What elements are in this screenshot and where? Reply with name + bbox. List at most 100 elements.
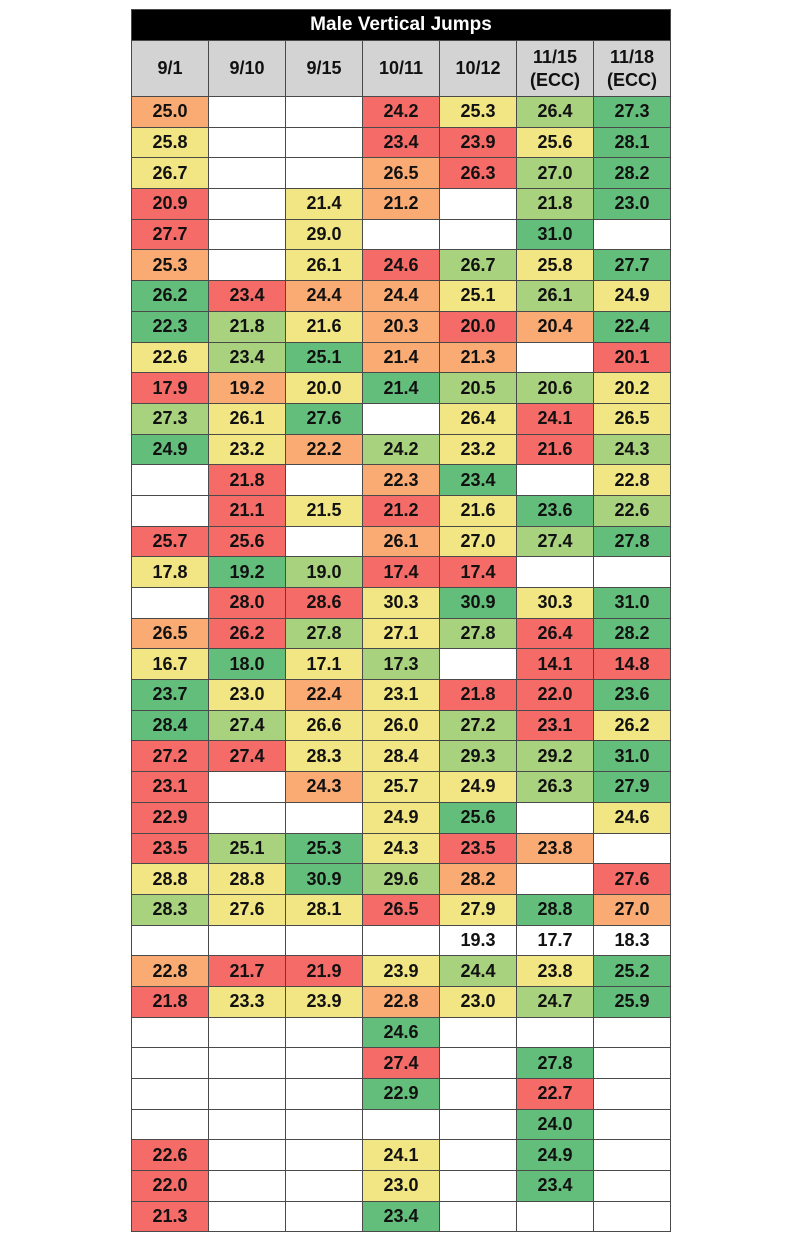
heatmap-cell: 23.9 xyxy=(285,985,363,1018)
heatmap-cell: 23.0 xyxy=(593,188,671,220)
heatmap-cell: 26.1 xyxy=(208,402,286,435)
heatmap-cell: 24.9 xyxy=(131,433,209,466)
heatmap-cell xyxy=(516,1200,594,1233)
heatmap-cell: 21.2 xyxy=(362,188,440,220)
heatmap-cell: 24.4 xyxy=(285,280,363,312)
heatmap-cell: 27.8 xyxy=(516,1047,594,1079)
heatmap-cell: 22.8 xyxy=(131,955,209,987)
table-row: 27.3 26.1 27.6 26.4 24.1 26.5 xyxy=(131,402,671,435)
table-row: 22.9 22.7 xyxy=(131,1078,671,1110)
heatmap-cell: 26.4 xyxy=(439,402,517,435)
heatmap-cell: 30.9 xyxy=(285,863,363,895)
heatmap-cell: 23.0 xyxy=(208,679,286,711)
table-row: 23.7 23.0 22.4 23.1 21.8 22.0 23.6 xyxy=(131,679,671,711)
column-header: 9/1 xyxy=(131,40,209,97)
table-row: 24.0 xyxy=(131,1108,671,1141)
heatmap-cell: 22.9 xyxy=(362,1078,440,1110)
heatmap-cell: 23.0 xyxy=(362,1170,440,1202)
heatmap-cell: 27.4 xyxy=(208,709,286,742)
heatmap-cell: 26.2 xyxy=(208,617,286,650)
heatmap-cell: 27.3 xyxy=(131,402,209,435)
heatmap-cell: 25.6 xyxy=(208,525,286,558)
heatmap-cell: 24.7 xyxy=(516,985,594,1018)
heatmap-cell xyxy=(285,1078,363,1110)
heatmap-cell xyxy=(593,1108,671,1141)
heatmap-cell: 28.6 xyxy=(285,587,363,619)
heatmap-cell: 23.0 xyxy=(439,985,517,1018)
heatmap-cell: 22.8 xyxy=(593,464,671,496)
heatmap-cell xyxy=(131,494,209,527)
table-row: 17.9 19.2 20.0 21.4 20.5 20.6 20.2 xyxy=(131,372,671,404)
table-row: 21.1 21.5 21.2 21.6 23.6 22.6 xyxy=(131,494,671,527)
heatmap-cell xyxy=(516,341,594,374)
heatmap-cell: 22.3 xyxy=(362,464,440,496)
heatmap-cell xyxy=(593,1016,671,1049)
heatmap-cell: 31.0 xyxy=(593,740,671,773)
heatmap-cell: 27.0 xyxy=(516,157,594,190)
heatmap-cell xyxy=(285,1016,363,1049)
heatmap-cell: 26.1 xyxy=(285,249,363,282)
heatmap-cell: 28.4 xyxy=(362,740,440,773)
heatmap-cell xyxy=(439,1047,517,1079)
table-row: 16.7 18.0 17.1 17.3 14.1 14.8 xyxy=(131,648,671,681)
heatmap-cell: 29.0 xyxy=(285,218,363,251)
heatmap-cell: 25.3 xyxy=(439,96,517,128)
heatmap-cell xyxy=(131,1016,209,1049)
heatmap-cell xyxy=(516,464,594,496)
heatmap-cell: 17.9 xyxy=(131,372,209,404)
heatmap-cell: 30.3 xyxy=(362,587,440,619)
table-row: 23.5 25.1 25.3 24.3 23.5 23.8 xyxy=(131,832,671,865)
heatmap-cell xyxy=(208,126,286,159)
heatmap-cell xyxy=(439,188,517,220)
heatmap-cell: 23.1 xyxy=(516,709,594,742)
heatmap-cell xyxy=(208,801,286,834)
heatmap-cell: 23.4 xyxy=(439,464,517,496)
table-row: 28.8 28.8 30.9 29.6 28.2 27.6 xyxy=(131,863,671,895)
heatmap-cell: 26.7 xyxy=(439,249,517,282)
heatmap-cell: 26.2 xyxy=(131,280,209,312)
heatmap-cell: 23.4 xyxy=(516,1170,594,1202)
table-row: 22.6 23.4 25.1 21.4 21.3 20.1 xyxy=(131,341,671,374)
table-row: 25.7 25.6 26.1 27.0 27.4 27.8 xyxy=(131,525,671,558)
table-row: 21.3 23.4 xyxy=(131,1200,671,1233)
heatmap-cell: 23.4 xyxy=(362,1200,440,1233)
heatmap-cell xyxy=(131,1078,209,1110)
heatmap-cell: 21.6 xyxy=(516,433,594,466)
heatmap-cell: 25.2 xyxy=(593,955,671,987)
heatmap-cell: 26.6 xyxy=(285,709,363,742)
heatmap-cell: 24.9 xyxy=(593,280,671,312)
heatmap-cell xyxy=(439,1170,517,1202)
heatmap-cell: 23.6 xyxy=(593,679,671,711)
table-row: 26.7 26.5 26.3 27.0 28.2 xyxy=(131,157,671,190)
heatmap-cell xyxy=(362,924,440,957)
heatmap-cell: 22.3 xyxy=(131,310,209,343)
heatmap-cell: 27.7 xyxy=(131,218,209,251)
heatmap-cell: 22.4 xyxy=(285,679,363,711)
heatmap-cell: 27.0 xyxy=(593,893,671,926)
heatmap-cell xyxy=(285,126,363,159)
heatmap-cell xyxy=(362,218,440,251)
heatmap-cell xyxy=(593,832,671,865)
table-row: 25.0 24.2 25.3 26.4 27.3 xyxy=(131,96,671,128)
heatmap-cell: 28.2 xyxy=(593,617,671,650)
heatmap-cell xyxy=(208,1139,286,1172)
heatmap-cell: 28.8 xyxy=(131,863,209,895)
heatmap-cell: 21.6 xyxy=(439,494,517,527)
heatmap-cell: 26.3 xyxy=(516,771,594,803)
heatmap-cell: 24.9 xyxy=(362,801,440,834)
heatmap-cell: 16.7 xyxy=(131,648,209,681)
heatmap-cell: 25.7 xyxy=(131,525,209,558)
heatmap-cell: 26.7 xyxy=(131,157,209,190)
heatmap-cell: 22.8 xyxy=(362,985,440,1018)
heatmap-cell: 28.2 xyxy=(439,863,517,895)
heatmap-cell: 23.5 xyxy=(131,832,209,865)
heatmap-cell: 21.8 xyxy=(516,188,594,220)
heatmap-cell xyxy=(516,863,594,895)
heatmap-cell xyxy=(285,525,363,558)
heatmap-cell: 25.1 xyxy=(439,280,517,312)
heatmap-cell: 30.9 xyxy=(439,587,517,619)
heatmap-cell: 17.7 xyxy=(516,924,594,957)
table-row: 20.9 21.4 21.2 21.8 23.0 xyxy=(131,188,671,220)
heatmap-cell xyxy=(285,924,363,957)
heatmap-cell: 21.4 xyxy=(285,188,363,220)
